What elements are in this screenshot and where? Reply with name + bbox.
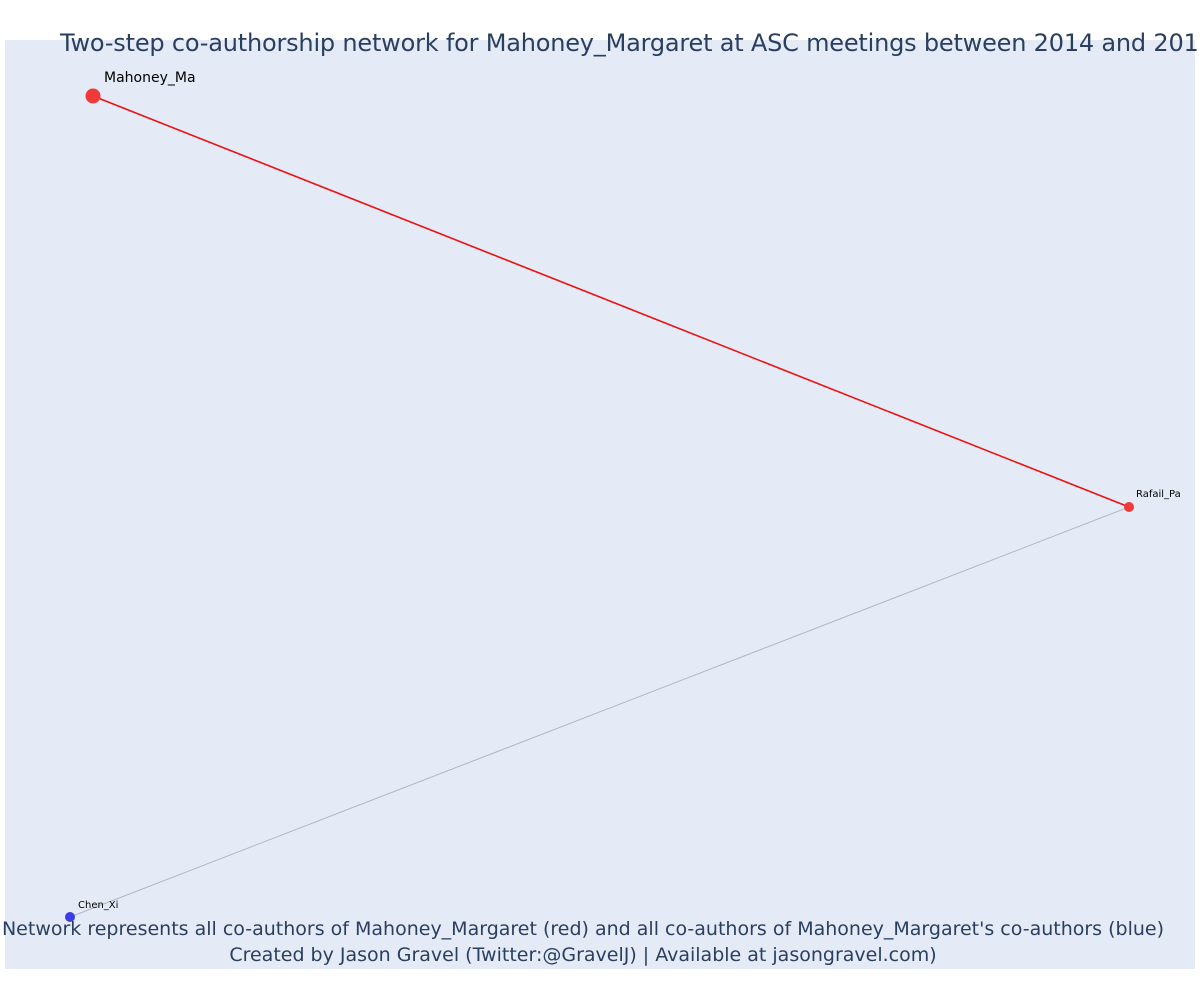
node-chen[interactable] [65, 912, 75, 922]
node-rafail[interactable] [1124, 502, 1134, 512]
node-label-mahoney: Mahoney_Ma [104, 70, 196, 86]
node-label-rafail: Rafail_Pa [1136, 489, 1181, 500]
edge-mahoney-rafail [92, 95, 1130, 508]
chart-title: Two-step co-authorship network for Mahon… [60, 29, 1200, 57]
plot-area [5, 40, 1195, 969]
node-mahoney[interactable] [85, 88, 101, 104]
footnote-line-1: Network represents all co-authors of Mah… [1, 918, 1165, 940]
footnote-line-2: Created by Jason Gravel (Twitter:@Gravel… [229, 944, 937, 966]
node-label-chen: Chen_Xi [78, 900, 118, 911]
edge-rafail-chen [69, 506, 1130, 918]
